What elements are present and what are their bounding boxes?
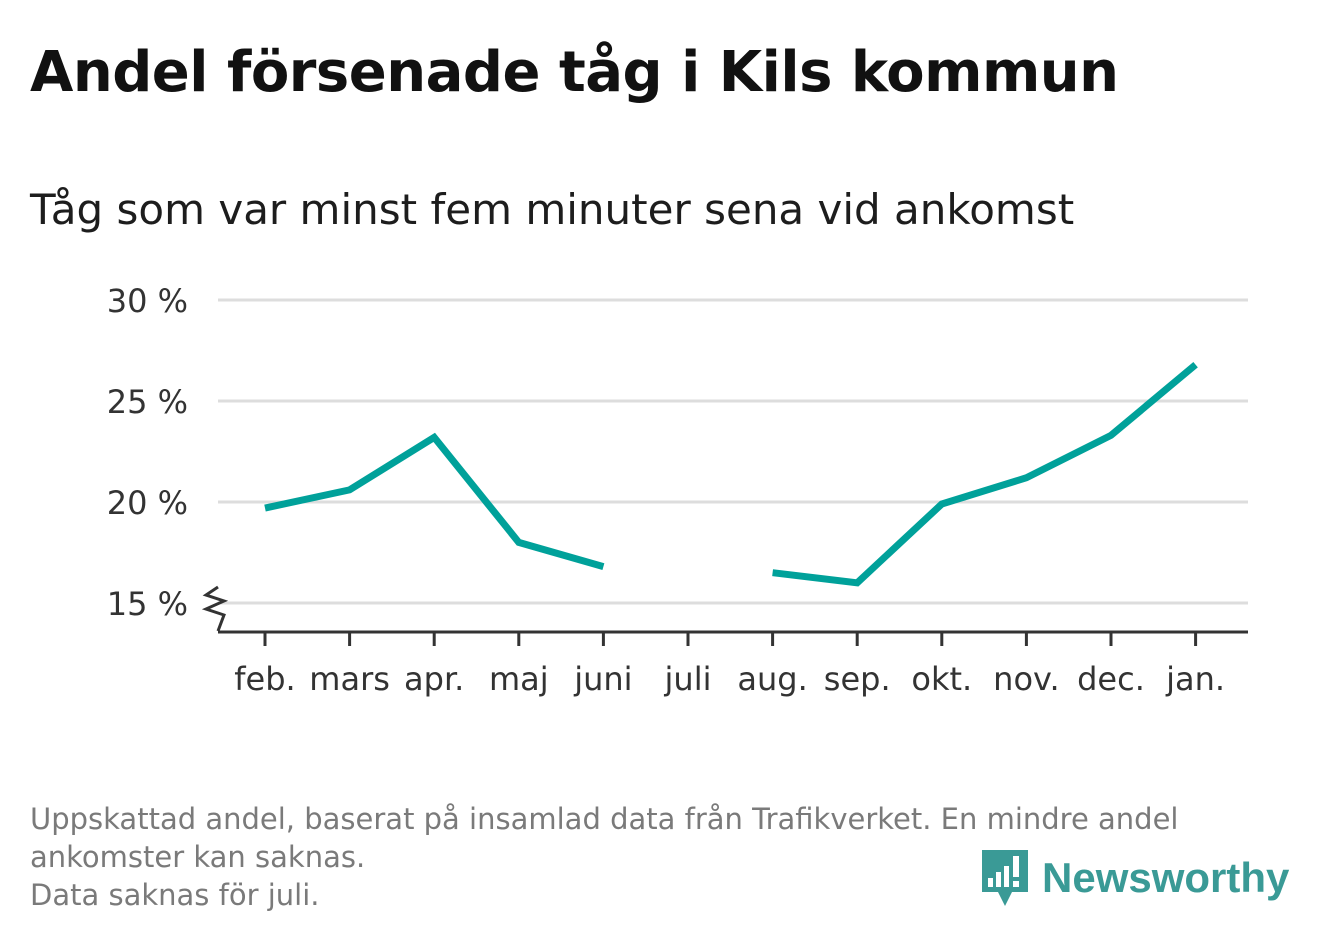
series-line-segment (772, 361, 1198, 587)
brand-logo: Newsworthy (980, 848, 1289, 908)
x-tick-label: juli (664, 660, 712, 698)
x-tick-label: nov. (993, 660, 1059, 698)
y-tick-label: 30 % (107, 282, 188, 320)
axis-break-icon (201, 585, 229, 632)
x-tick-label: juni (573, 660, 632, 698)
chart-subtitle: Tåg som var minst fem minuter sena vid a… (30, 185, 1075, 234)
footnote: Uppskattad andel, baserat på insamlad da… (30, 800, 1280, 914)
brand-name: Newsworthy (1042, 854, 1290, 901)
x-tick-label: apr. (404, 660, 464, 698)
footnote-line-2: ankomster kan saknas. (30, 840, 366, 874)
y-tick-label: 20 % (107, 484, 188, 522)
x-tick-label: aug. (737, 660, 807, 698)
y-tick-label: 25 % (107, 383, 188, 421)
footnote-line-3: Data saknas för juli. (30, 878, 320, 912)
x-tick-label: maj (489, 660, 549, 698)
x-tick-label: dec. (1077, 660, 1145, 698)
newsworthy-logo-icon (982, 850, 1028, 906)
x-tick-label: jan. (1165, 660, 1225, 698)
chart-title: Andel försenade tåg i Kils kommun (30, 40, 1119, 105)
x-tick-label: okt. (911, 660, 972, 698)
footnote-line-1: Uppskattad andel, baserat på insamlad da… (30, 802, 1179, 836)
series-line-segment (264, 432, 605, 571)
y-tick-label: 15 % (107, 585, 188, 623)
x-tick-label: sep. (824, 660, 891, 698)
x-tick-label: feb. (234, 660, 295, 698)
x-tick-label: mars (309, 660, 390, 698)
line-chart: 15 % 20 % 25 % 30 % feb. mars apr. maj juni juli a… (107, 282, 1248, 698)
